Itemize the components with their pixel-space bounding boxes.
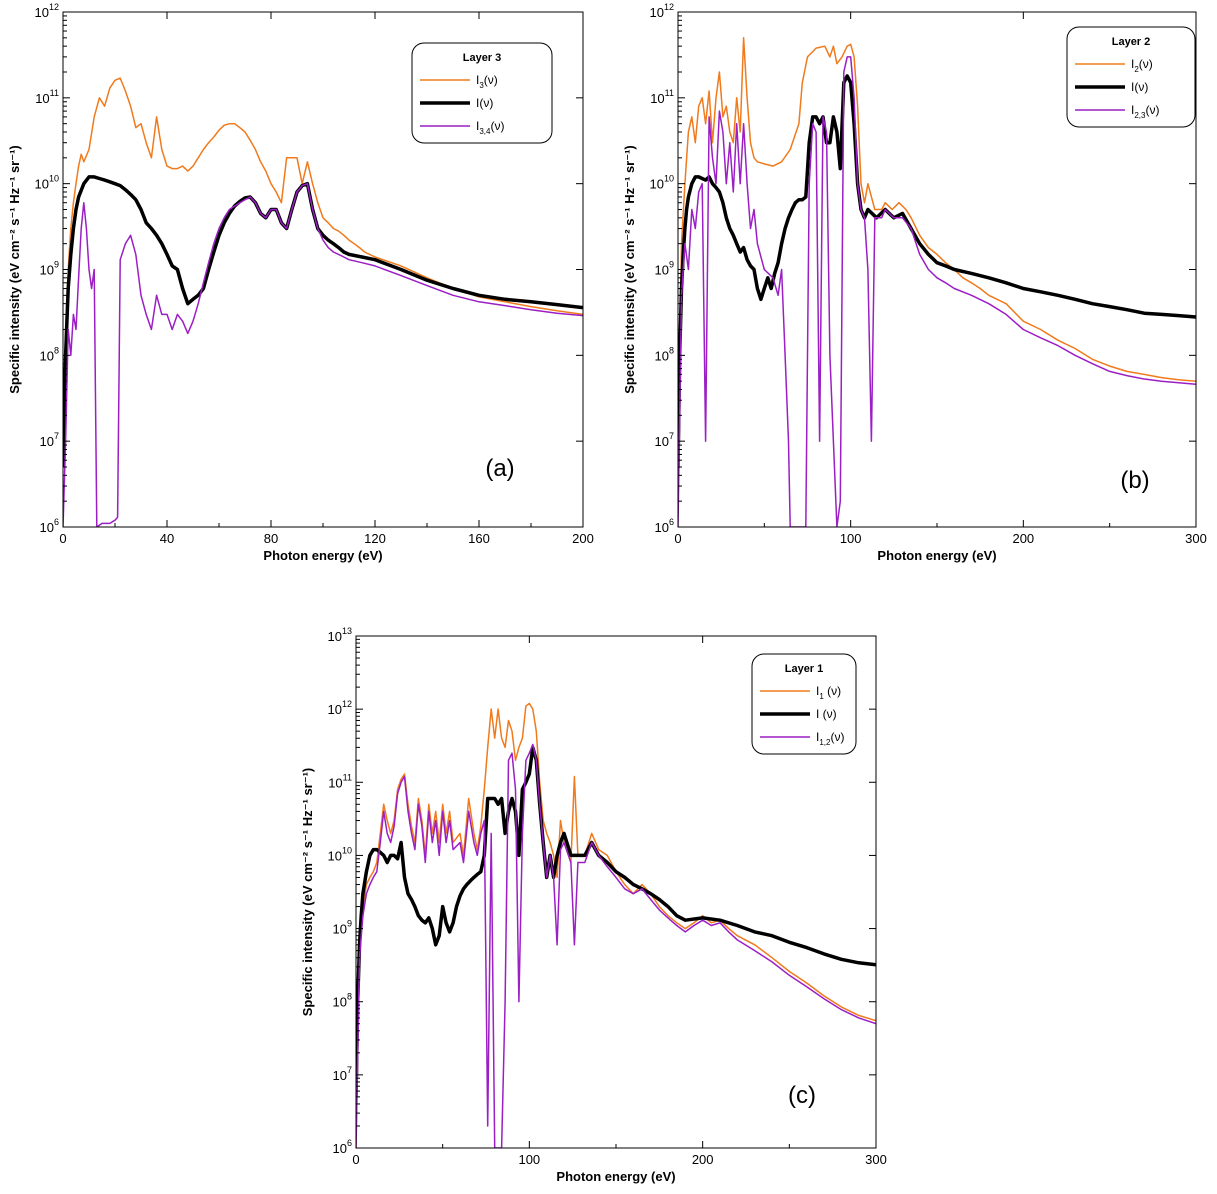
panel-label: (a) <box>485 455 514 482</box>
x-tick-label: 40 <box>160 531 174 546</box>
y-tick-label: 1013 <box>328 626 352 644</box>
y-tick-label: 1012 <box>650 2 674 20</box>
y-tick-label: 1010 <box>35 174 59 192</box>
legend-title: Layer 2 <box>1112 36 1151 48</box>
legend-entry-1: I(ν) <box>476 96 493 110</box>
legend-entry-1: I(ν) <box>1131 80 1148 94</box>
y-axis-title: Specific intensity (eV cm⁻² s⁻¹ Hz⁻¹ sr⁻… <box>7 145 22 394</box>
y-tick-label: 107 <box>40 431 59 449</box>
legend-entry-2: I3,4(ν) <box>476 119 504 136</box>
y-tick-label: 108 <box>40 345 59 363</box>
x-tick-label: 300 <box>1185 531 1207 546</box>
legend-box <box>1066 26 1196 128</box>
y-tick-label: 108 <box>655 345 674 363</box>
x-axis-title: Photon energy (eV) <box>877 548 996 563</box>
x-tick-label: 100 <box>840 531 862 546</box>
series-line-1 <box>356 745 876 1097</box>
chart-panel-2: 0 100 200 300 106 107 108 109 1010 1011 1012 1013 Ph… <box>300 626 887 1184</box>
y-tick-label: 107 <box>333 1065 352 1083</box>
y-tick-label: 109 <box>40 260 59 278</box>
legend-entry-2: I2,3(ν) <box>1131 103 1159 120</box>
y-tick-label: 108 <box>333 992 352 1010</box>
y-tick-label: 1011 <box>328 772 352 790</box>
x-axis-title: Photon energy (eV) <box>556 1169 675 1184</box>
y-tick-label: 106 <box>40 517 59 535</box>
series-group <box>356 702 876 1148</box>
x-tick-label: 0 <box>674 531 681 546</box>
x-tick-label: 200 <box>572 531 594 546</box>
y-tick-label: 1011 <box>35 88 59 106</box>
y-tick-label: 1012 <box>328 699 352 717</box>
y-tick-label: 1010 <box>650 174 674 192</box>
series-line-1 <box>678 74 1196 468</box>
series-line-2 <box>356 743 876 1148</box>
legend-title: Layer 1 <box>785 663 824 675</box>
x-tick-label: 160 <box>468 531 490 546</box>
y-axis-title: Specific intensity (eV cm⁻² s⁻¹ Hz⁻¹ sr⁻… <box>300 768 315 1017</box>
x-tick-label: 0 <box>352 1152 359 1167</box>
y-axis-title: Specific intensity (eV cm⁻² s⁻¹ Hz⁻¹ sr⁻… <box>622 145 637 394</box>
legend: Layer 3 I3(ν) I(ν) I3,4(ν) <box>411 42 553 144</box>
y-tick-label: 107 <box>655 431 674 449</box>
x-tick-label: 0 <box>59 531 66 546</box>
y-tick-label: 109 <box>333 919 352 937</box>
legend-box <box>751 653 857 755</box>
legend: Layer 2 I2(ν) I(ν) I2,3(ν) <box>1066 26 1196 128</box>
y-tick-label: 1011 <box>650 88 674 106</box>
x-tick-label: 300 <box>865 1152 887 1167</box>
y-tick-label: 1010 <box>328 845 352 863</box>
legend-entry-1: I (ν) <box>816 707 837 721</box>
series-group <box>63 77 583 527</box>
y-tick-label: 109 <box>655 260 674 278</box>
legend-box <box>411 42 553 144</box>
x-tick-label: 200 <box>692 1152 714 1167</box>
chart-panel-1: 0 100 200 300 106 107 108 109 1010 1011 1012 Photon… <box>622 2 1207 563</box>
panel-label: (b) <box>1120 467 1149 494</box>
x-tick-label: 120 <box>364 531 386 546</box>
y-tick-label: 1012 <box>35 2 59 20</box>
x-tick-label: 200 <box>1012 531 1034 546</box>
series-group <box>678 37 1196 527</box>
series-line-0 <box>63 77 583 468</box>
y-tick-label: 106 <box>655 517 674 535</box>
x-tick-label: 100 <box>518 1152 540 1167</box>
legend-entry-0: I2(ν) <box>1131 57 1153 74</box>
x-axis-title: Photon energy (eV) <box>263 548 382 563</box>
chart-panel-0: 0 40 80 120 160 200 106 107 108 109 1010 1011 1012 Ph… <box>7 2 594 563</box>
legend: Layer 1 I1 (ν) I (ν) I1,2(ν) <box>751 653 857 755</box>
series-line-2 <box>63 182 583 527</box>
panel-label: (c) <box>788 1082 816 1109</box>
legend-entry-0: I1 (ν) <box>816 684 841 701</box>
series-line-2 <box>678 56 1196 527</box>
series-line-0 <box>678 37 1196 468</box>
x-tick-label: 80 <box>264 531 278 546</box>
series-line-1 <box>63 175 583 468</box>
legend-entry-2: I1,2(ν) <box>816 730 844 747</box>
legend-title: Layer 3 <box>463 52 502 64</box>
y-tick-label: 106 <box>333 1138 352 1156</box>
legend-entry-0: I3(ν) <box>476 73 498 90</box>
